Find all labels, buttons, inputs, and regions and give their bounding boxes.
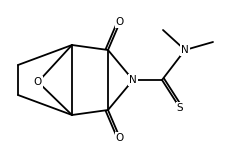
Text: O: O: [116, 133, 124, 143]
Text: O: O: [116, 17, 124, 27]
Text: O: O: [34, 77, 42, 87]
Text: N: N: [181, 45, 189, 55]
Text: S: S: [177, 103, 183, 113]
Text: N: N: [129, 75, 137, 85]
